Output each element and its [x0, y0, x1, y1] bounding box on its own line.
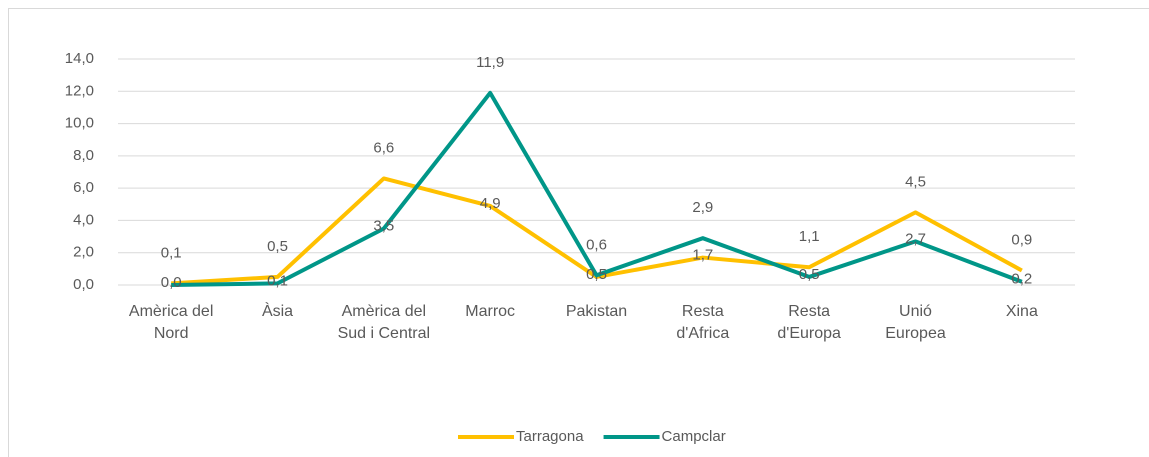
data-label: 0,5 [586, 266, 607, 283]
x-tick-label: Unió Europea [885, 303, 946, 342]
data-label: 0,5 [799, 266, 820, 283]
data-label: 0,1 [161, 244, 182, 261]
y-tick-label: 0,0 [73, 276, 94, 293]
x-tick-label: Pakistan [565, 303, 628, 320]
data-label: 6,6 [373, 139, 394, 156]
y-tick-label: 10,0 [65, 115, 94, 132]
legend-label: Campclar [662, 428, 726, 445]
x-tick-label: Marroc [465, 303, 516, 320]
data-label: 0,5 [267, 238, 288, 255]
data-label: 4,9 [480, 195, 501, 212]
data-label: 1,1 [799, 228, 820, 245]
data-label: 0,1 [267, 272, 288, 289]
chart-border [8, 8, 1149, 457]
data-label: 0,9 [1011, 231, 1032, 248]
x-tick-label: Amèrica del Sud i Central [337, 303, 431, 342]
data-label: 1,7 [692, 247, 713, 264]
y-tick-label: 14,0 [65, 50, 94, 67]
x-tick-label: Resta d'Africa [676, 303, 730, 342]
y-tick-label: 4,0 [73, 211, 94, 228]
y-tick-label: 2,0 [73, 244, 94, 261]
x-tick-label: Xina [1005, 303, 1038, 320]
legend-label: Tarragona [516, 428, 584, 445]
data-label: 4,5 [905, 173, 926, 190]
x-tick-label: Àsia [261, 303, 294, 320]
y-tick-label: 6,0 [73, 179, 94, 196]
data-label: 2,9 [692, 199, 713, 216]
series-line [171, 90, 1023, 287]
data-label: 3,5 [373, 217, 394, 234]
data-label: 0,6 [586, 236, 607, 253]
x-tick-label: Amèrica del Nord [128, 303, 214, 342]
y-tick-label: 8,0 [73, 147, 94, 164]
data-label: 2,7 [905, 230, 926, 247]
data-label: 0,0 [161, 274, 182, 291]
x-tick-label: Resta d'Europa [777, 303, 841, 342]
y-tick-label: 12,0 [65, 82, 94, 99]
data-label: 11,9 [476, 54, 504, 71]
data-label: 0,2 [1011, 271, 1032, 288]
